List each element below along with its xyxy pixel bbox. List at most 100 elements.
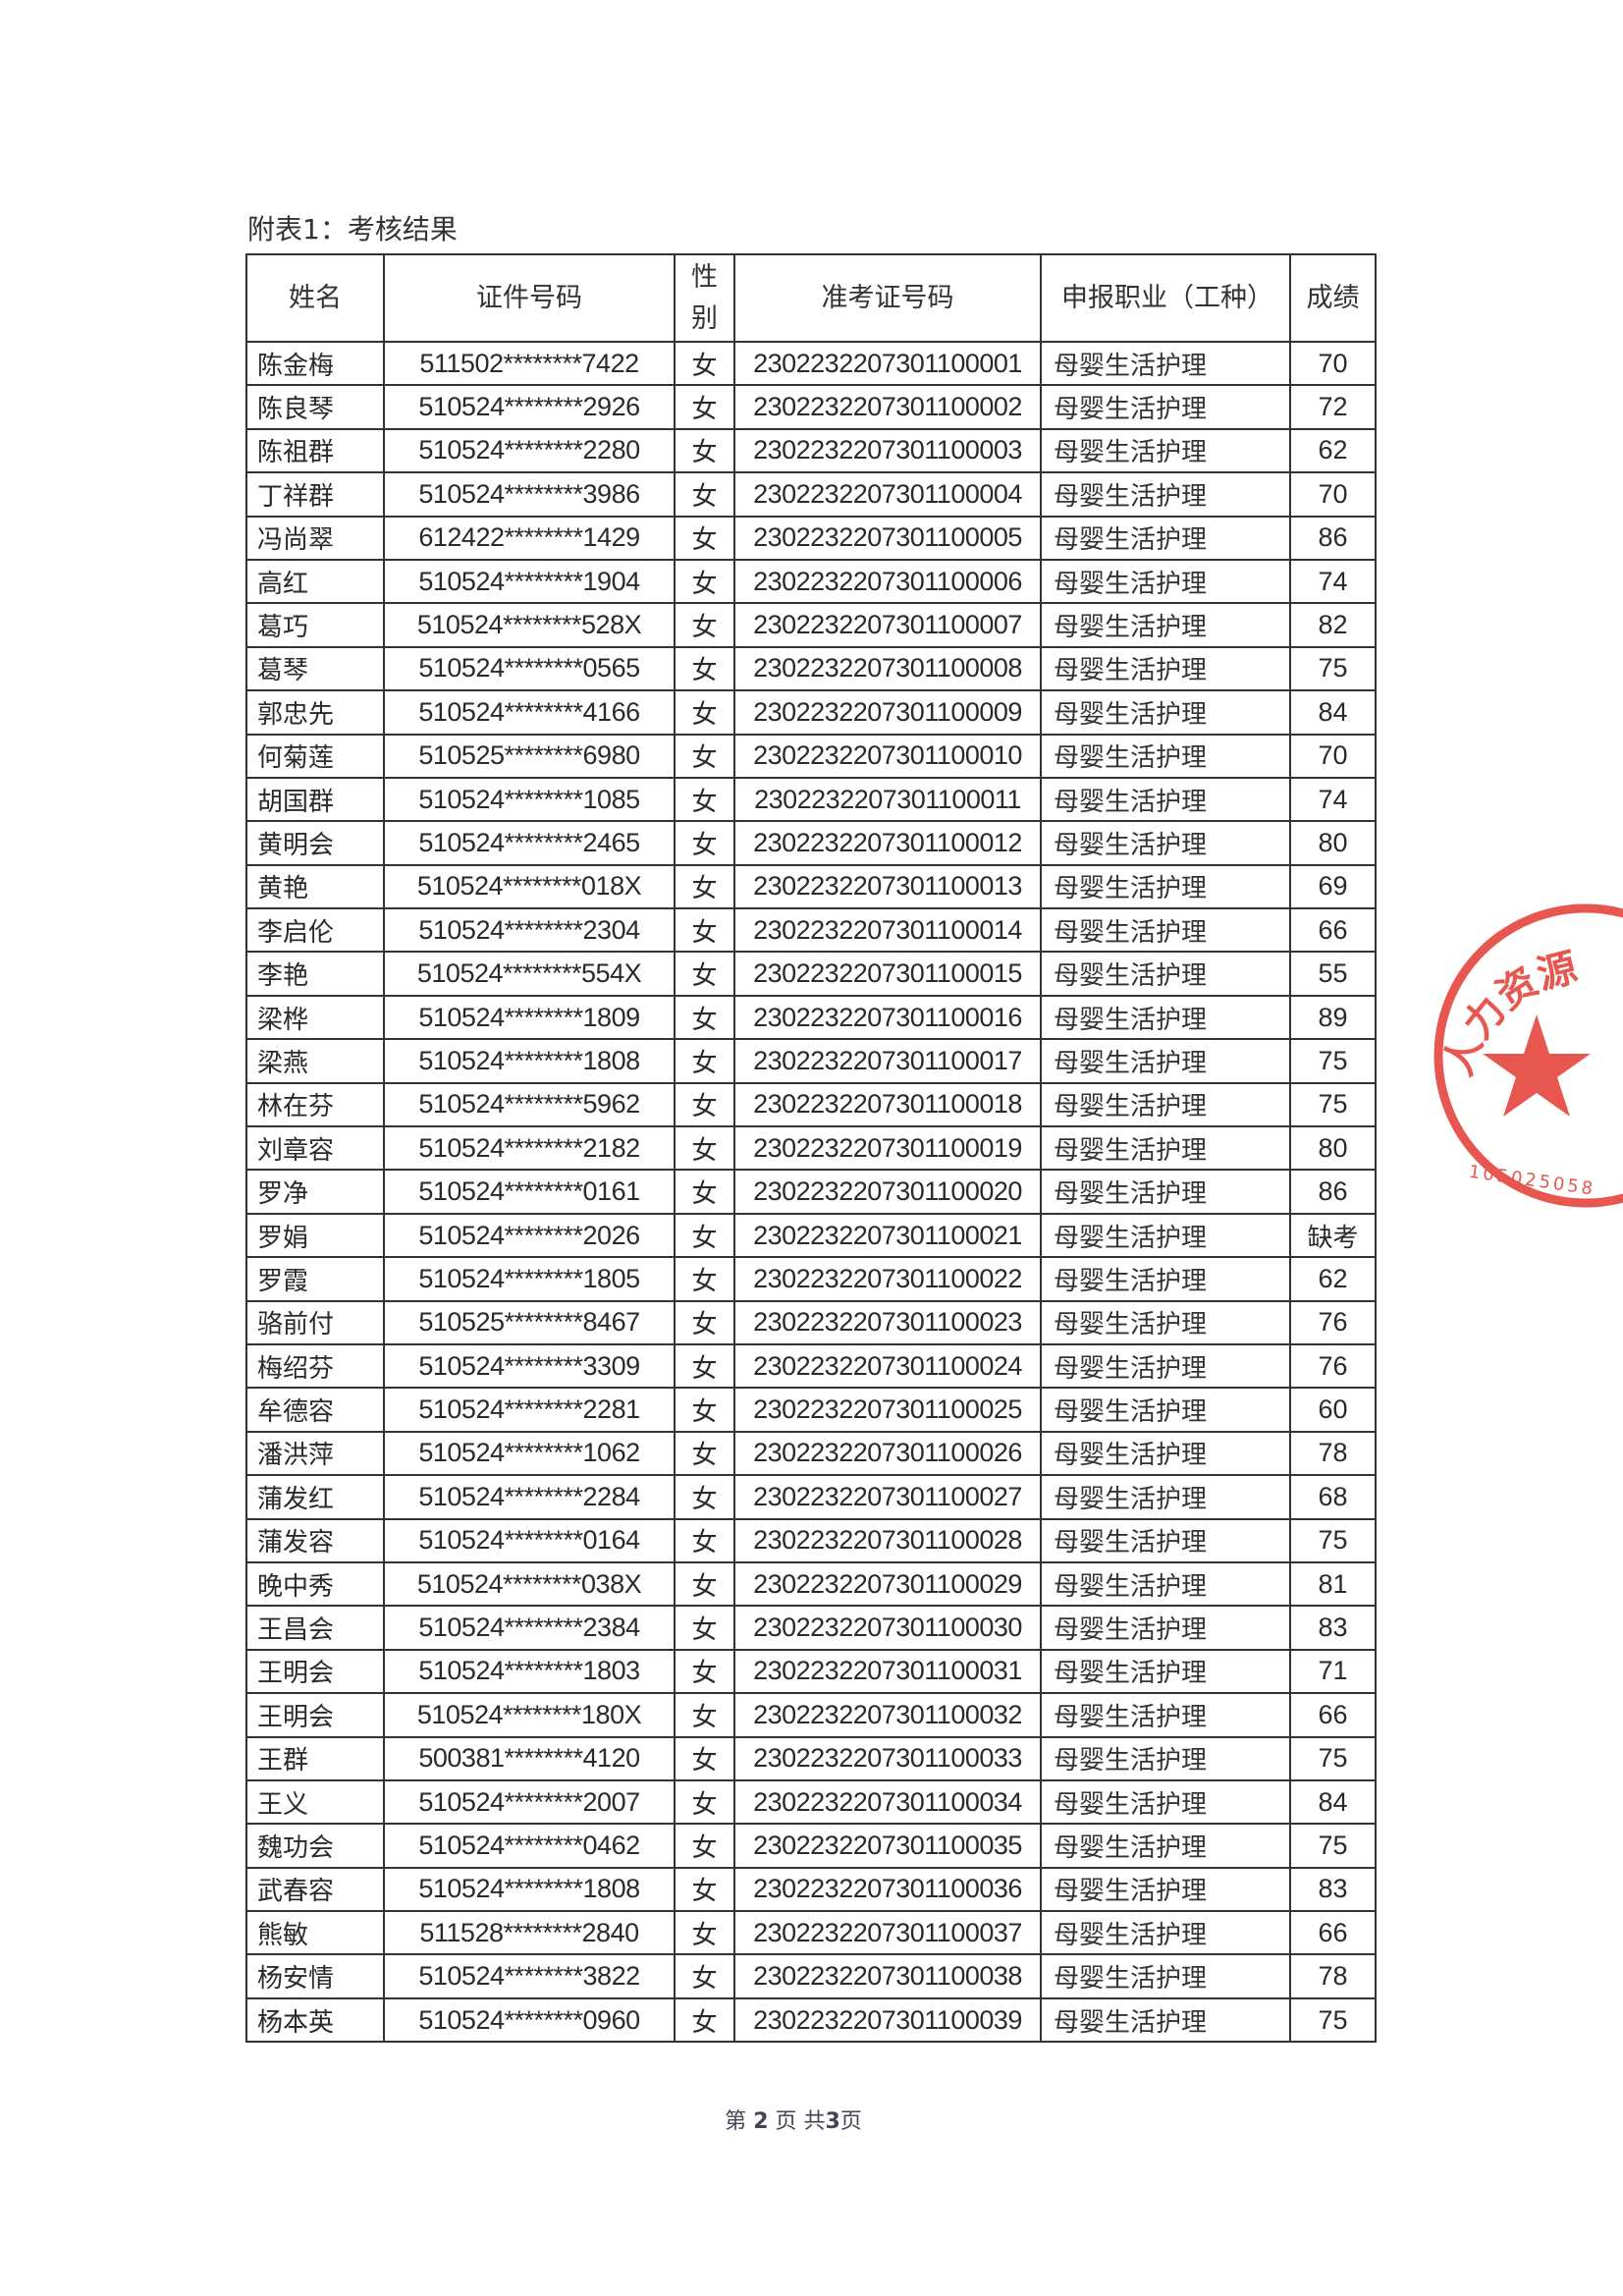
cell-name: 梅绍芬 bbox=[245, 1342, 385, 1390]
table-row: 王明会 510524********180X 女 230223220730110003… bbox=[245, 1692, 1377, 1738]
cell-id-number: 510524********2182 bbox=[383, 1125, 676, 1172]
cell-score: 75 bbox=[1289, 645, 1377, 692]
cell-name: 蒲发红 bbox=[245, 1474, 385, 1520]
cell-id-number: 510524********554X bbox=[383, 951, 676, 997]
cell-gender: 女 bbox=[674, 1910, 735, 1956]
table-row: 熊敏 511528********2840 女 2302232207301100037… bbox=[245, 1910, 1377, 1956]
official-seal: 人力资源 105025058 bbox=[1434, 903, 1623, 1208]
cell-gender: 女 bbox=[674, 1299, 735, 1345]
table-row: 罗娟 510524********2026 女 2302232207301100021… bbox=[245, 1212, 1377, 1259]
cell-exam-number: 2302232207301100010 bbox=[733, 733, 1042, 779]
cell-score: 75 bbox=[1289, 1081, 1377, 1128]
cell-score: 60 bbox=[1289, 1387, 1377, 1433]
cell-id-number: 510524********3822 bbox=[383, 1953, 676, 1999]
cell-occupation: 母婴生活护理 bbox=[1040, 1169, 1291, 1215]
cell-score: 76 bbox=[1289, 1342, 1377, 1390]
cell-exam-number: 2302232207301100001 bbox=[733, 340, 1042, 387]
cell-name: 杨安情 bbox=[245, 1953, 385, 1999]
cell-name: 葛巧 bbox=[245, 602, 385, 648]
cell-occupation: 母婴生活护理 bbox=[1040, 1823, 1291, 1869]
cell-id-number: 511528********2840 bbox=[383, 1910, 676, 1956]
cell-score: 70 bbox=[1289, 340, 1377, 387]
table-row: 李启伦 510524********2304 女 230223220730110001… bbox=[245, 907, 1377, 954]
table-row: 梅绍芬 510524********3309 女 230223220730110002… bbox=[245, 1342, 1377, 1390]
cell-id-number: 510524********1808 bbox=[383, 1866, 676, 1913]
cell-score: 70 bbox=[1289, 471, 1377, 518]
table-body: 陈金梅 511502********7422 女 230223220730110000… bbox=[245, 340, 1377, 2044]
cell-score: 82 bbox=[1289, 602, 1377, 648]
table-row: 牟德容 510524********2281 女 230223220730110002… bbox=[245, 1387, 1377, 1433]
cell-exam-number: 2302232207301100039 bbox=[733, 1996, 1042, 2044]
cell-name: 何菊莲 bbox=[245, 733, 385, 779]
cell-score: 78 bbox=[1289, 1953, 1377, 1999]
cell-name: 刘章容 bbox=[245, 1125, 385, 1172]
table-row: 蒲发红 510524********2284 女 230223220730110002… bbox=[245, 1474, 1377, 1520]
cell-occupation: 母婴生活护理 bbox=[1040, 1778, 1291, 1826]
cell-exam-number: 2302232207301100016 bbox=[733, 994, 1042, 1041]
cell-gender: 女 bbox=[674, 1517, 735, 1563]
table-row: 李艳 510524********554X 女 2302232207301100015… bbox=[245, 951, 1377, 997]
cell-name: 梁燕 bbox=[245, 1038, 385, 1084]
cell-name: 葛琴 bbox=[245, 645, 385, 692]
cell-id-number: 510524********2026 bbox=[383, 1212, 676, 1259]
cell-id-number: 510524********2280 bbox=[383, 427, 676, 474]
cell-id-number: 510524********2284 bbox=[383, 1474, 676, 1520]
table-row: 林在芬 510524********5962 女 230223220730110001… bbox=[245, 1081, 1377, 1128]
cell-exam-number: 2302232207301100025 bbox=[733, 1387, 1042, 1433]
cell-score: 75 bbox=[1289, 1996, 1377, 2044]
cell-name: 牟德容 bbox=[245, 1387, 385, 1433]
footer-suffix: 页 bbox=[839, 2109, 862, 2134]
cell-name: 李启伦 bbox=[245, 907, 385, 954]
cell-occupation: 母婴生活护理 bbox=[1040, 1125, 1291, 1172]
cell-id-number: 511502********7422 bbox=[383, 340, 676, 387]
cell-name: 罗净 bbox=[245, 1169, 385, 1215]
cell-id-number: 500381********4120 bbox=[383, 1735, 676, 1781]
header-gender: 性别 bbox=[674, 253, 735, 343]
cell-gender: 女 bbox=[674, 951, 735, 997]
cell-name: 丁祥群 bbox=[245, 471, 385, 518]
cell-exam-number: 2302232207301100007 bbox=[733, 602, 1042, 648]
table-row: 丁祥群 510524********3986 女 230223220730110000… bbox=[245, 471, 1377, 518]
cell-score: 71 bbox=[1289, 1648, 1377, 1695]
cell-occupation: 母婴生活护理 bbox=[1040, 994, 1291, 1041]
table-row: 武春容 510524********1808 女 230223220730110003… bbox=[245, 1866, 1377, 1913]
cell-gender: 女 bbox=[674, 1996, 735, 2044]
seal-star-icon bbox=[1483, 1014, 1591, 1117]
cell-occupation: 母婴生活护理 bbox=[1040, 340, 1291, 387]
cell-exam-number: 2302232207301100003 bbox=[733, 427, 1042, 474]
cell-score: 83 bbox=[1289, 1605, 1377, 1651]
cell-exam-number: 2302232207301100013 bbox=[733, 863, 1042, 910]
cell-id-number: 510524********1808 bbox=[383, 1038, 676, 1084]
cell-exam-number: 2302232207301100023 bbox=[733, 1299, 1042, 1345]
cell-name: 林在芬 bbox=[245, 1081, 385, 1128]
cell-name: 王义 bbox=[245, 1778, 385, 1826]
table-row: 骆前付 510525********8467 女 230223220730110002… bbox=[245, 1299, 1377, 1345]
cell-id-number: 510524********0462 bbox=[383, 1823, 676, 1869]
cell-score: 66 bbox=[1289, 1910, 1377, 1956]
cell-id-number: 510524********2465 bbox=[383, 820, 676, 866]
cell-name: 陈祖群 bbox=[245, 427, 385, 474]
cell-id-number: 612422********1429 bbox=[383, 515, 676, 561]
cell-score: 69 bbox=[1289, 863, 1377, 910]
cell-exam-number: 2302232207301100015 bbox=[733, 951, 1042, 997]
cell-exam-number: 2302232207301100022 bbox=[733, 1256, 1042, 1302]
cell-name: 熊敏 bbox=[245, 1910, 385, 1956]
cell-id-number: 510525********8467 bbox=[383, 1299, 676, 1345]
table-row: 陈良琴 510524********2926 女 230223220730110000… bbox=[245, 384, 1377, 430]
cell-name: 杨本英 bbox=[245, 1996, 385, 2044]
cell-score: 86 bbox=[1289, 1169, 1377, 1215]
cell-gender: 女 bbox=[674, 1953, 735, 1999]
cell-exam-number: 2302232207301100026 bbox=[733, 1430, 1042, 1477]
cell-gender: 女 bbox=[674, 645, 735, 692]
cell-name: 王群 bbox=[245, 1735, 385, 1781]
cell-score: 缺考 bbox=[1289, 1212, 1377, 1259]
cell-name: 蒲发容 bbox=[245, 1517, 385, 1563]
cell-occupation: 母婴生活护理 bbox=[1040, 1953, 1291, 1999]
cell-exam-number: 2302232207301100037 bbox=[733, 1910, 1042, 1956]
cell-score: 66 bbox=[1289, 1692, 1377, 1738]
cell-gender: 女 bbox=[674, 863, 735, 910]
cell-gender: 女 bbox=[674, 427, 735, 474]
cell-occupation: 母婴生活护理 bbox=[1040, 1866, 1291, 1913]
cell-occupation: 母婴生活护理 bbox=[1040, 1212, 1291, 1259]
table-row: 王昌会 510524********2384 女 230223220730110003… bbox=[245, 1605, 1377, 1651]
